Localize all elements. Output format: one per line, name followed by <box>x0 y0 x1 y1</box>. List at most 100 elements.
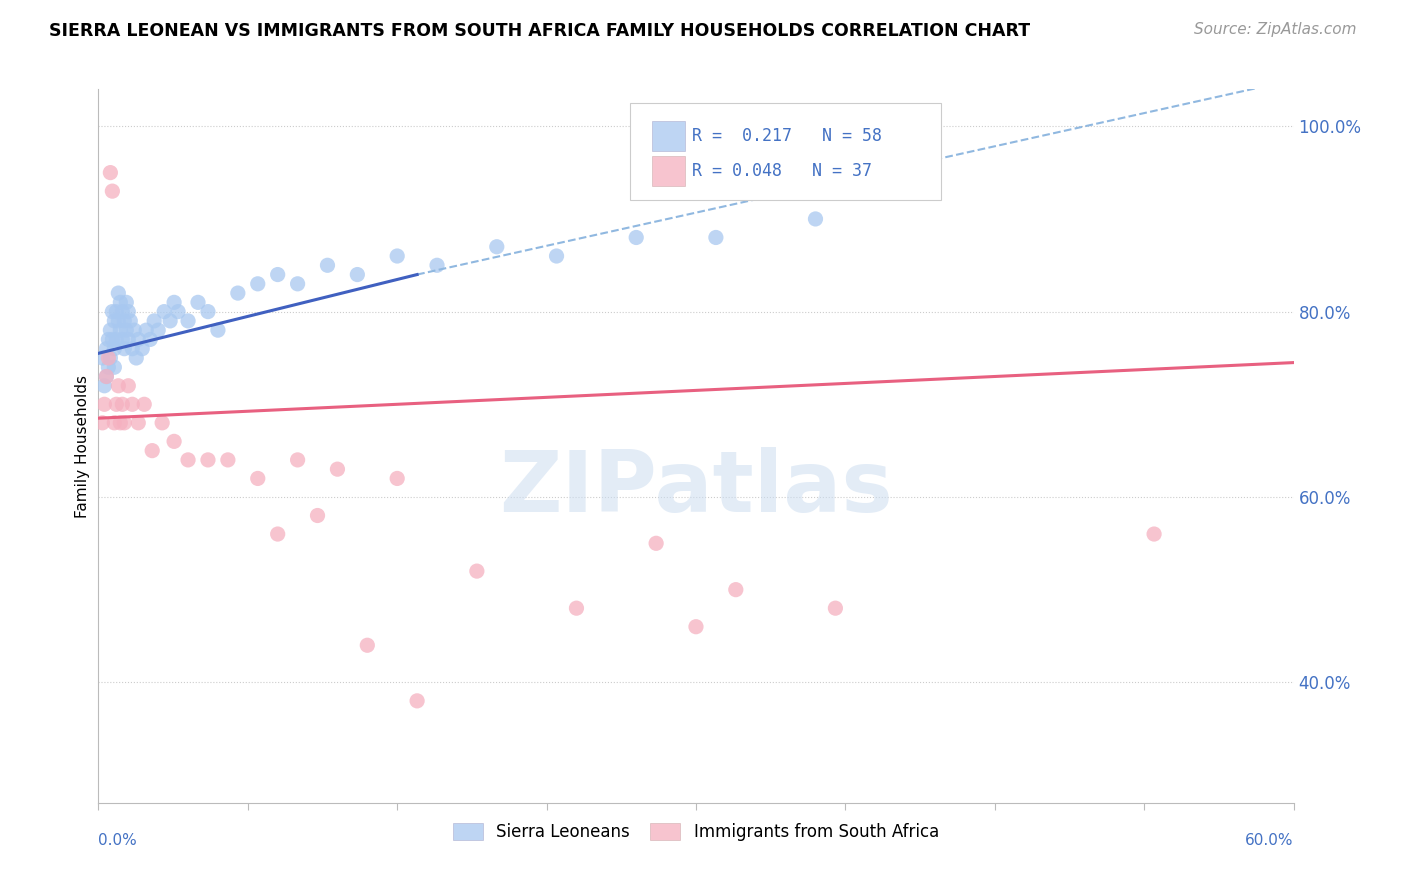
Point <box>287 277 309 291</box>
Point <box>103 360 125 375</box>
Point <box>217 453 239 467</box>
Point <box>148 323 170 337</box>
Point <box>267 527 290 541</box>
Point <box>127 333 149 347</box>
Point <box>105 333 128 347</box>
Point <box>105 397 128 411</box>
Point <box>91 416 114 430</box>
Point <box>101 184 124 198</box>
Point <box>187 295 209 310</box>
Point <box>97 360 120 375</box>
Point <box>346 268 368 282</box>
Point <box>98 323 122 337</box>
Text: Source: ZipAtlas.com: Source: ZipAtlas.com <box>1194 22 1357 37</box>
Point <box>177 314 200 328</box>
Text: SIERRA LEONEAN VS IMMIGRANTS FROM SOUTH AFRICA FAMILY HOUSEHOLDS CORRELATION CHA: SIERRA LEONEAN VS IMMIGRANTS FROM SOUTH … <box>49 22 1031 40</box>
Point <box>645 536 668 550</box>
Point <box>97 351 120 365</box>
Point <box>485 240 508 254</box>
Point <box>326 462 349 476</box>
Point <box>197 453 219 467</box>
Point <box>177 453 200 467</box>
Point <box>91 351 114 365</box>
Point <box>96 369 118 384</box>
Point <box>111 304 134 318</box>
Point <box>111 333 134 347</box>
Point <box>465 564 488 578</box>
Point <box>115 295 138 310</box>
Point <box>112 314 135 328</box>
Point <box>97 333 120 347</box>
Point <box>117 333 139 347</box>
Point <box>120 314 142 328</box>
Text: R = 0.048   N = 37: R = 0.048 N = 37 <box>692 161 872 179</box>
Point <box>1143 527 1166 541</box>
Point <box>426 258 449 272</box>
Point <box>167 304 190 318</box>
Text: 60.0%: 60.0% <box>1246 833 1294 848</box>
Text: ZIPatlas: ZIPatlas <box>499 447 893 531</box>
Point <box>163 434 186 449</box>
Point <box>385 249 409 263</box>
Point <box>724 582 747 597</box>
Point <box>93 397 115 411</box>
Point <box>267 268 290 282</box>
Point <box>316 258 339 272</box>
Point <box>135 323 157 337</box>
Point <box>197 304 219 318</box>
Point <box>96 369 118 384</box>
Point <box>153 304 176 318</box>
Text: 0.0%: 0.0% <box>98 833 138 848</box>
Point <box>105 304 128 318</box>
Point <box>685 620 707 634</box>
Point <box>121 342 143 356</box>
Point <box>107 378 129 392</box>
Point <box>112 342 135 356</box>
Text: R =  0.217   N = 58: R = 0.217 N = 58 <box>692 128 883 145</box>
Point <box>385 471 409 485</box>
FancyBboxPatch shape <box>652 155 685 186</box>
Point <box>139 333 162 347</box>
Point <box>141 443 163 458</box>
Point <box>110 416 132 430</box>
Point <box>287 453 309 467</box>
Point <box>131 342 153 356</box>
Point <box>117 304 139 318</box>
Point <box>93 378 115 392</box>
Point <box>103 342 125 356</box>
FancyBboxPatch shape <box>630 103 941 200</box>
Point <box>103 314 125 328</box>
Point <box>111 397 134 411</box>
Point <box>112 416 135 430</box>
Point <box>107 286 129 301</box>
Point <box>121 397 143 411</box>
Point <box>246 471 269 485</box>
Point <box>356 638 378 652</box>
Point <box>565 601 588 615</box>
Point <box>107 314 129 328</box>
Point <box>134 397 156 411</box>
Point <box>207 323 229 337</box>
Point <box>546 249 568 263</box>
Legend: Sierra Leoneans, Immigrants from South Africa: Sierra Leoneans, Immigrants from South A… <box>447 816 945 848</box>
Point <box>110 323 132 337</box>
Point <box>163 295 186 310</box>
Point <box>98 351 122 365</box>
Point <box>101 333 124 347</box>
Point <box>127 416 149 430</box>
Point <box>226 286 249 301</box>
Point <box>98 166 122 180</box>
Point <box>626 230 648 244</box>
Point <box>96 342 118 356</box>
Point <box>406 694 429 708</box>
Point <box>103 416 125 430</box>
Y-axis label: Family Households: Family Households <box>75 375 90 517</box>
Point <box>101 304 124 318</box>
Point <box>824 601 846 615</box>
Point <box>307 508 329 523</box>
Point <box>117 378 139 392</box>
Point <box>246 277 269 291</box>
Point <box>110 295 132 310</box>
Point <box>704 230 727 244</box>
Point <box>804 211 827 226</box>
